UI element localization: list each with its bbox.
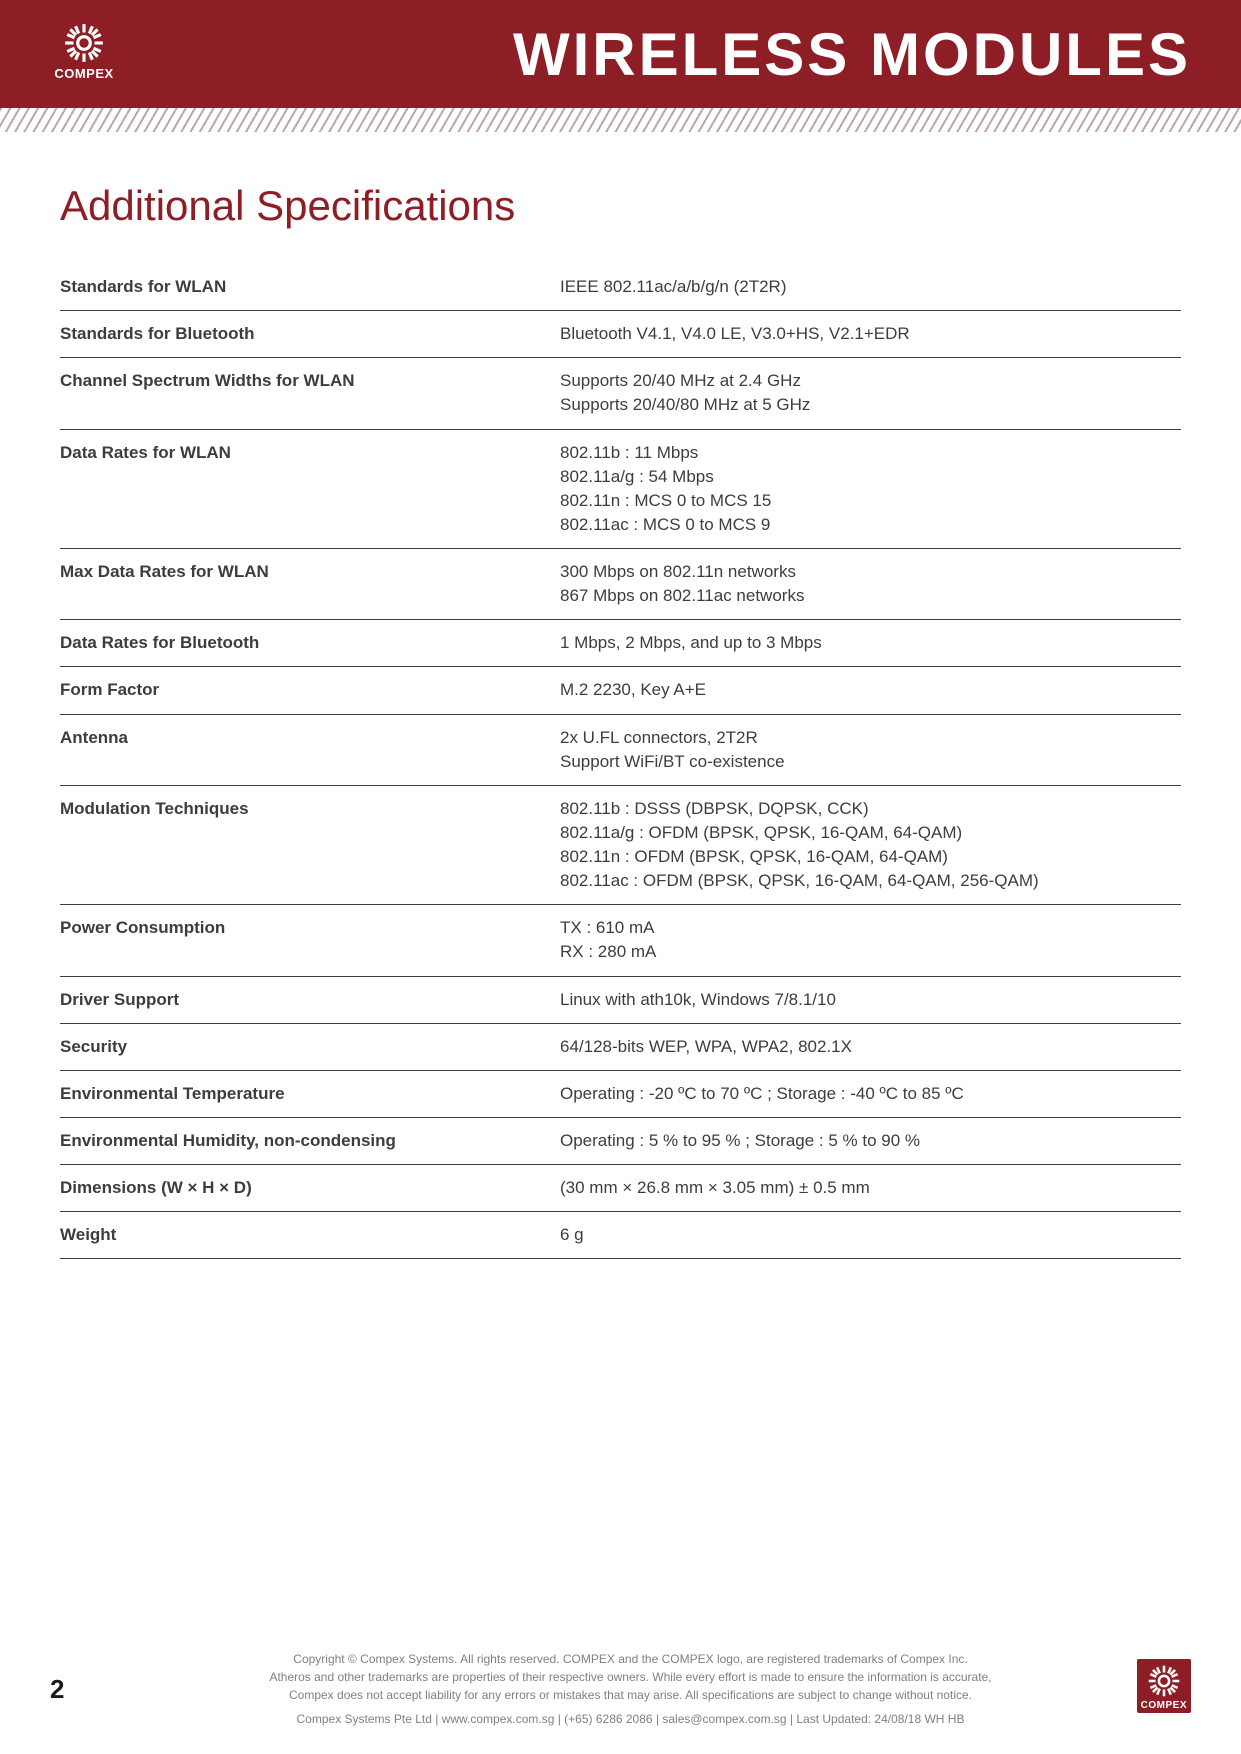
spec-label: Max Data Rates for WLAN (60, 549, 560, 620)
spec-label: Standards for Bluetooth (60, 311, 560, 358)
specs-tbody: Standards for WLANIEEE 802.11ac/a/b/g/n … (60, 264, 1181, 1259)
spec-value: 1 Mbps, 2 Mbps, and up to 3 Mbps (560, 620, 1181, 667)
footer-text: Copyright © Compex Systems. All rights r… (130, 1650, 1131, 1728)
table-row: Form FactorM.2 2230, Key A+E (60, 667, 1181, 714)
specifications-table: Standards for WLANIEEE 802.11ac/a/b/g/n … (60, 264, 1181, 1259)
spec-label: Environmental Humidity, non-condensing (60, 1117, 560, 1164)
table-row: Dimensions (W × H × D)(30 mm × 26.8 mm ×… (60, 1165, 1181, 1212)
brand-logo: COMPEX (50, 17, 118, 85)
footer-logo-wrap: COMPEX (1131, 1665, 1191, 1713)
table-row: Environmental TemperatureOperating : -20… (60, 1070, 1181, 1117)
table-row: Data Rates for Bluetooth1 Mbps, 2 Mbps, … (60, 620, 1181, 667)
spec-value: 2x U.FL connectors, 2T2R Support WiFi/BT… (560, 714, 1181, 785)
spec-value: 64/128-bits WEP, WPA, WPA2, 802.1X (560, 1023, 1181, 1070)
copyright-text: Copyright © Compex Systems. All rights r… (130, 1650, 1131, 1704)
brand-name: COMPEX (54, 66, 113, 81)
section-title: Additional Specifications (60, 182, 1181, 230)
table-row: Max Data Rates for WLAN300 Mbps on 802.1… (60, 549, 1181, 620)
spec-label: Power Consumption (60, 905, 560, 976)
table-row: Standards for WLANIEEE 802.11ac/a/b/g/n … (60, 264, 1181, 311)
spec-label: Driver Support (60, 976, 560, 1023)
header-title: WIRELESS MODULES (513, 20, 1191, 89)
spec-label: Channel Spectrum Widths for WLAN (60, 358, 560, 429)
page-number: 2 (50, 1674, 130, 1705)
page-footer: 2 Copyright © Compex Systems. All rights… (0, 1650, 1241, 1728)
content-area: Additional Specifications Standards for … (0, 132, 1241, 1259)
spec-value: 802.11b : DSSS (DBPSK, DQPSK, CCK) 802.1… (560, 785, 1181, 905)
spec-label: Modulation Techniques (60, 785, 560, 905)
spec-value: 802.11b : 11 Mbps 802.11a/g : 54 Mbps 80… (560, 429, 1181, 549)
table-row: Standards for BluetoothBluetooth V4.1, V… (60, 311, 1181, 358)
spec-label: Weight (60, 1212, 560, 1259)
brand-name-small: COMPEX (1141, 1700, 1187, 1711)
spec-value: Operating : 5 % to 95 % ; Storage : 5 % … (560, 1117, 1181, 1164)
spec-label: Antenna (60, 714, 560, 785)
page-header: COMPEX WIRELESS MODULES (0, 0, 1241, 108)
table-row: Antenna2x U.FL connectors, 2T2R Support … (60, 714, 1181, 785)
table-row: Weight6 g (60, 1212, 1181, 1259)
table-row: Driver SupportLinux with ath10k, Windows… (60, 976, 1181, 1023)
contact-text: Compex Systems Pte Ltd | www.compex.com.… (130, 1710, 1131, 1728)
table-row: Data Rates for WLAN802.11b : 11 Mbps 802… (60, 429, 1181, 549)
spec-value: TX : 610 mA RX : 280 mA (560, 905, 1181, 976)
spec-label: Environmental Temperature (60, 1070, 560, 1117)
sunburst-icon (63, 22, 105, 64)
spec-value: Linux with ath10k, Windows 7/8.1/10 (560, 976, 1181, 1023)
table-row: Modulation Techniques802.11b : DSSS (DBP… (60, 785, 1181, 905)
spec-value: M.2 2230, Key A+E (560, 667, 1181, 714)
spec-label: Standards for WLAN (60, 264, 560, 311)
table-row: Security64/128-bits WEP, WPA, WPA2, 802.… (60, 1023, 1181, 1070)
spec-value: 6 g (560, 1212, 1181, 1259)
spec-value: IEEE 802.11ac/a/b/g/n (2T2R) (560, 264, 1181, 311)
table-row: Environmental Humidity, non-condensingOp… (60, 1117, 1181, 1164)
spec-value: Supports 20/40 MHz at 2.4 GHz Supports 2… (560, 358, 1181, 429)
spec-label: Form Factor (60, 667, 560, 714)
decorative-hatch-strip (0, 108, 1241, 132)
sunburst-icon (1147, 1664, 1181, 1698)
spec-value: 300 Mbps on 802.11n networks 867 Mbps on… (560, 549, 1181, 620)
table-row: Channel Spectrum Widths for WLANSupports… (60, 358, 1181, 429)
brand-logo-small: COMPEX (1137, 1659, 1191, 1713)
spec-value: Operating : -20 ºC to 70 ºC ; Storage : … (560, 1070, 1181, 1117)
spec-label: Security (60, 1023, 560, 1070)
spec-label: Data Rates for WLAN (60, 429, 560, 549)
spec-label: Data Rates for Bluetooth (60, 620, 560, 667)
spec-label: Dimensions (W × H × D) (60, 1165, 560, 1212)
spec-value: (30 mm × 26.8 mm × 3.05 mm) ± 0.5 mm (560, 1165, 1181, 1212)
spec-value: Bluetooth V4.1, V4.0 LE, V3.0+HS, V2.1+E… (560, 311, 1181, 358)
table-row: Power ConsumptionTX : 610 mA RX : 280 mA (60, 905, 1181, 976)
